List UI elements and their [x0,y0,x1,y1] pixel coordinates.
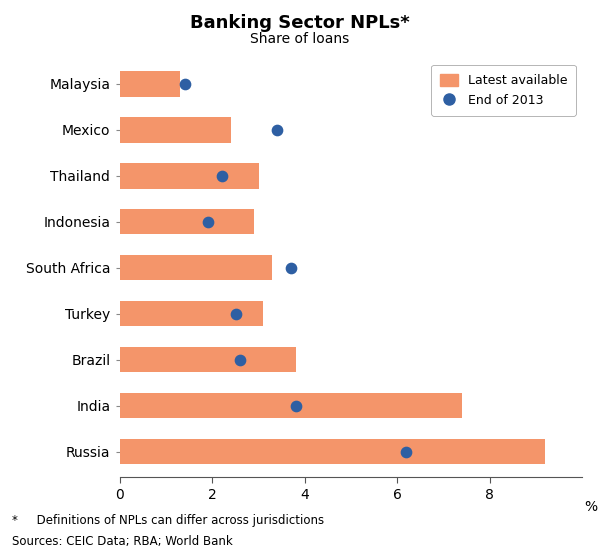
Point [291,401,301,410]
Point [286,263,296,272]
Bar [120,163,259,189]
Text: Sources: CEIC Data; RBA; World Bank: Sources: CEIC Data; RBA; World Bank [12,535,233,548]
Bar [120,209,254,234]
Bar [120,439,545,464]
Bar [120,255,272,281]
Legend: Latest available, End of 2013: Latest available, End of 2013 [431,65,576,116]
Point [272,126,282,134]
Point [180,79,190,88]
Bar [120,347,296,373]
Bar [120,393,462,418]
Bar [120,117,231,142]
Text: %: % [584,500,598,514]
Text: *     Definitions of NPLs can differ across jurisdictions: * Definitions of NPLs can differ across … [12,514,324,527]
Bar [120,301,263,326]
Text: Share of loans: Share of loans [250,32,350,46]
Bar [120,71,180,97]
Point [235,355,245,364]
Text: Banking Sector NPLs*: Banking Sector NPLs* [190,14,410,32]
Point [217,171,226,180]
Point [230,309,240,318]
Point [401,448,411,456]
Point [203,218,212,227]
